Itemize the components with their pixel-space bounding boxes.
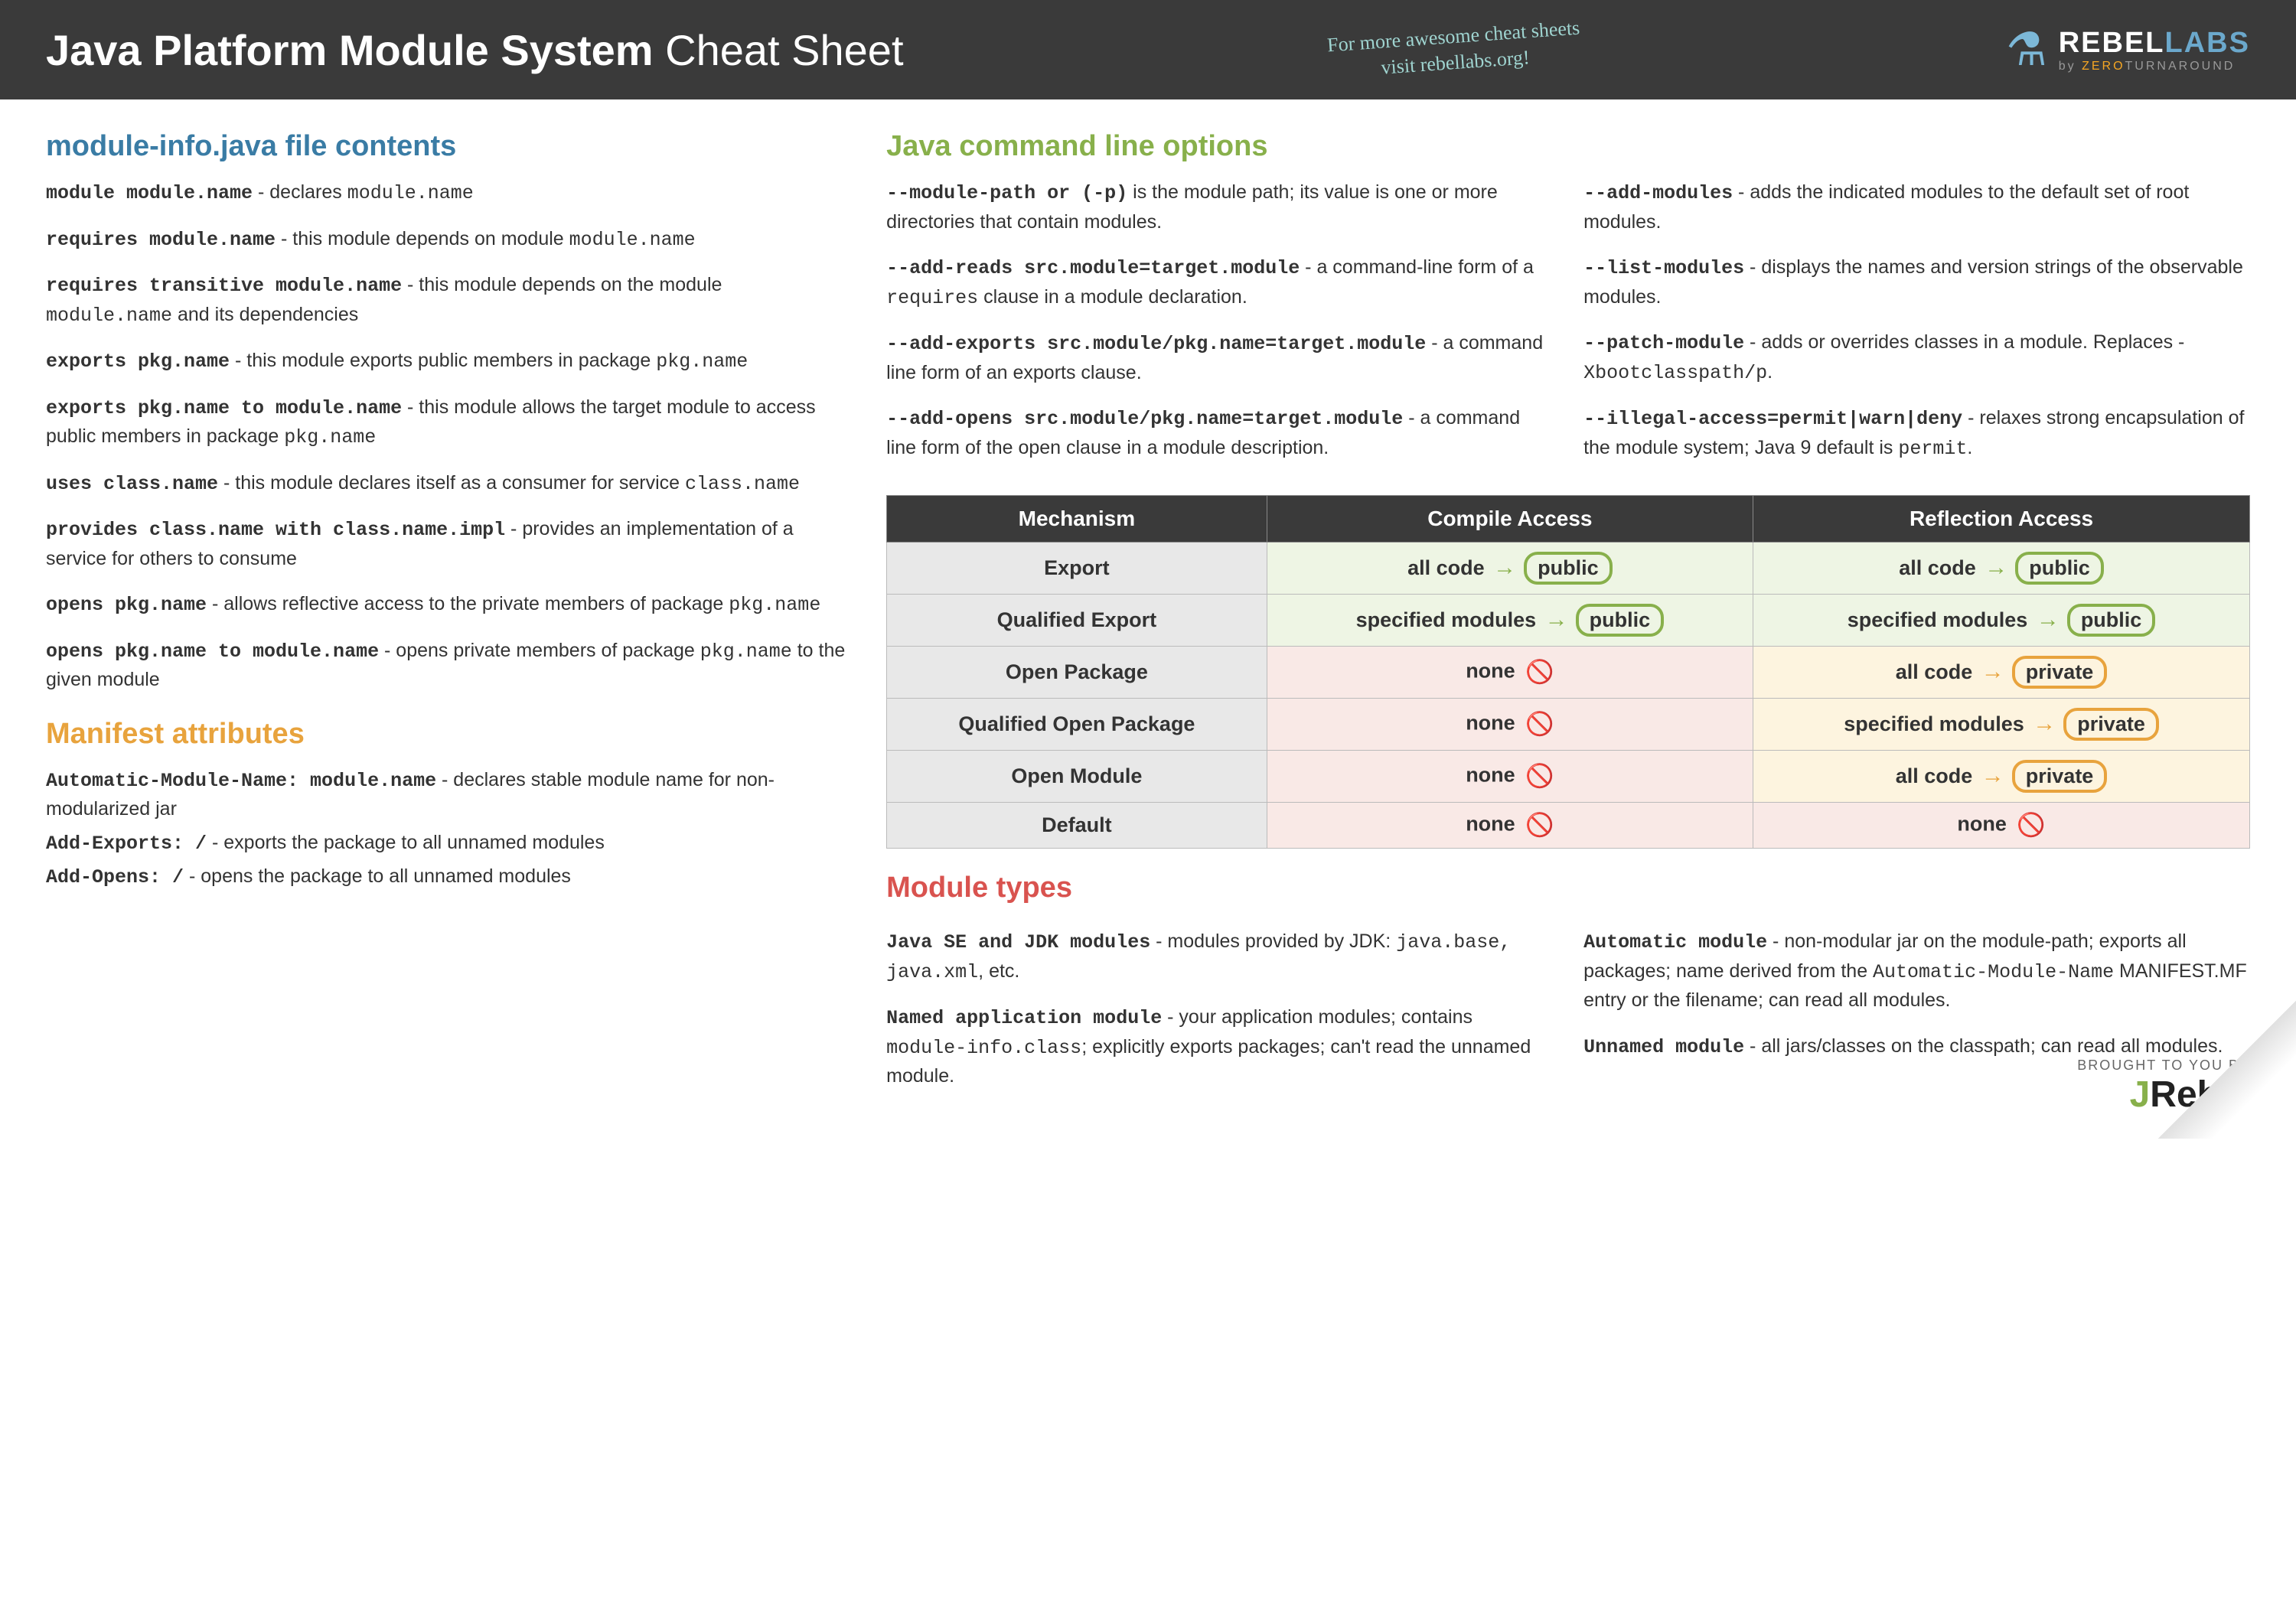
definition-item: Add-Exports: / - exports the package to … [46,829,848,859]
table-cell-reflect: all code →private [1753,751,2250,803]
definition-item: opens pkg.name - allows reflective acces… [46,590,848,620]
definition-item: Java SE and JDK modules - modules provid… [886,927,1553,986]
definition-item: exports pkg.name - this module exports p… [46,347,848,376]
page-curl-icon [2158,1001,2296,1139]
page-title: Java Platform Module System Cheat Sheet [46,25,904,75]
table-cell-reflect: all code →private [1753,647,2250,699]
header-note: For more awesome cheat sheets visit rebe… [1326,15,1583,84]
table-cell-compile: specified modules →public [1267,595,1753,647]
definition-item: uses class.name - this module declares i… [46,469,848,499]
table-row: Exportall code →publicall code →public [887,543,2250,595]
definition-item: exports pkg.name to module.name - this m… [46,393,848,452]
header-logo: ⚗ REBELLABS by ZEROTURNAROUND [2006,23,2250,77]
section-title-module-info: module-info.java file contents [46,130,848,163]
definition-item: --module-path or (-p) is the module path… [886,178,1553,236]
table-cell-compile: none 🚫 [1267,699,1753,751]
section-title-manifest: Manifest attributes [46,718,848,751]
definition-item: --add-opens src.module/pkg.name=target.m… [886,404,1553,462]
table-cell-mechanism: Qualified Open Package [887,699,1267,751]
table-cell-compile: none 🚫 [1267,647,1753,699]
table-cell-reflect: all code →public [1753,543,2250,595]
logo-sub: by ZEROTURNAROUND [2059,60,2250,73]
definition-item: Add-Opens: / - opens the package to all … [46,862,848,892]
table-cell-compile: all code →public [1267,543,1753,595]
definition-item: --add-modules - adds the indicated modul… [1583,178,2250,236]
table-row: Open Packagenone 🚫all code →private [887,647,2250,699]
table-row: Qualified Open Packagenone 🚫specified mo… [887,699,2250,751]
table-row: Defaultnone 🚫none 🚫 [887,803,2250,849]
table-cell-mechanism: Open Module [887,751,1267,803]
table-row: Qualified Exportspecified modules →publi… [887,595,2250,647]
title-light: Cheat Sheet [654,26,904,74]
definition-item: --add-reads src.module=target.module - a… [886,253,1553,312]
definition-item: --illegal-access=permit|warn|deny - rela… [1583,404,2250,463]
table-cell-mechanism: Default [887,803,1267,849]
column-right: Java command line options --module-path … [886,130,2250,1108]
table-cell-reflect: specified modules →private [1753,699,2250,751]
table-cell-compile: none 🚫 [1267,803,1753,849]
section-title-cli: Java command line options [886,130,2250,163]
column-left: module-info.java file contents module mo… [46,130,848,1108]
definition-item: Named application module - your applicat… [886,1003,1553,1091]
table-cell-compile: none 🚫 [1267,751,1753,803]
table-row: Open Modulenone 🚫all code →private [887,751,2250,803]
definition-item: --add-exports src.module/pkg.name=target… [886,329,1553,387]
access-table: MechanismCompile AccessReflection Access… [886,495,2250,849]
table-cell-reflect: none 🚫 [1753,803,2250,849]
section-title-module-types: Module types [886,872,2250,904]
table-cell-mechanism: Open Package [887,647,1267,699]
flask-icon: ⚗ [2006,23,2047,77]
definition-item: module module.name - declares module.nam… [46,178,848,208]
definition-item: --list-modules - displays the names and … [1583,253,2250,311]
table-cell-reflect: specified modules →public [1753,595,2250,647]
logo-text: REBELLABS [2059,27,2250,60]
definition-item: Automatic-Module-Name: module.name - dec… [46,766,848,824]
table-header: Compile Access [1267,496,1753,543]
header: Java Platform Module System Cheat Sheet … [0,0,2296,99]
table-header: Reflection Access [1753,496,2250,543]
definition-item: opens pkg.name to module.name - opens pr… [46,637,848,695]
definition-item: requires module.name - this module depen… [46,225,848,255]
table-cell-mechanism: Qualified Export [887,595,1267,647]
definition-item: Automatic module - non-modular jar on th… [1583,927,2250,1015]
table-header: Mechanism [887,496,1267,543]
title-bold: Java Platform Module System [46,26,654,74]
definition-item: requires transitive module.name - this m… [46,271,848,330]
definition-item: --patch-module - adds or overrides class… [1583,328,2250,387]
definition-item: provides class.name with class.name.impl… [46,515,848,573]
content: module-info.java file contents module mo… [0,99,2296,1139]
table-cell-mechanism: Export [887,543,1267,595]
